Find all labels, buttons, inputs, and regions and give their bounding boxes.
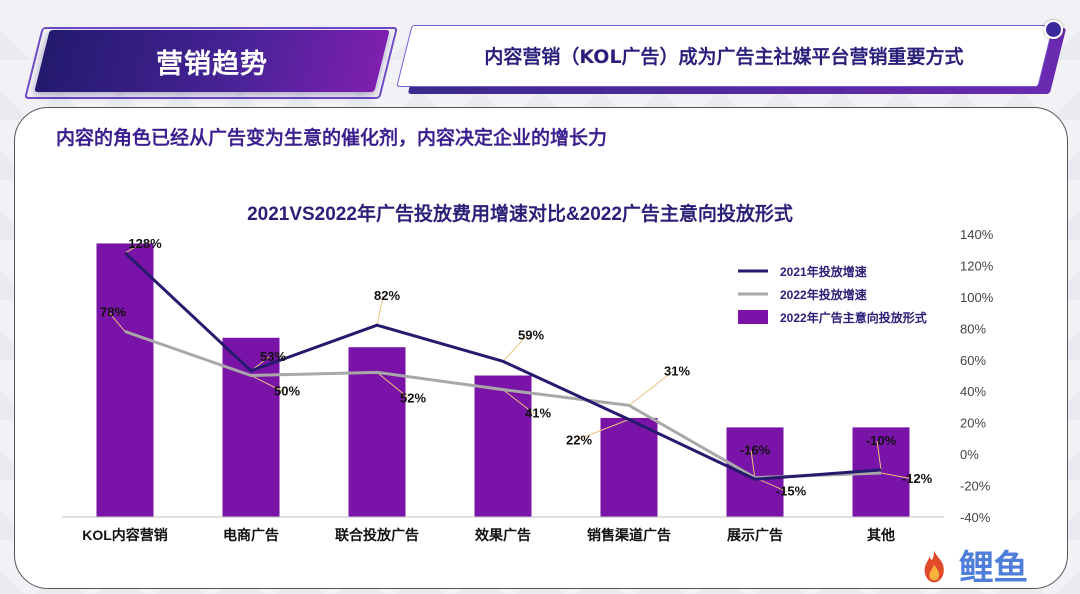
line-2022-data-label: -12% bbox=[902, 471, 933, 486]
line-2022-leader bbox=[880, 472, 914, 480]
line-2021-leader bbox=[124, 243, 142, 254]
section-title: 营销趋势 bbox=[156, 48, 268, 80]
watermark-logo-text: 鲤鱼 bbox=[959, 548, 1028, 588]
x-tick-label: 联合投放广告 bbox=[335, 527, 419, 543]
bar-效果广告 bbox=[474, 375, 532, 517]
x-tick-label: 展示广告 bbox=[727, 527, 783, 543]
line-2021-leader bbox=[750, 450, 756, 480]
line-2022-leader bbox=[628, 370, 674, 406]
line-2022-leader bbox=[502, 389, 535, 415]
line-2022-data-label: 31% bbox=[664, 363, 690, 378]
x-tick-label: 电商广告 bbox=[223, 527, 279, 543]
y-tick-label: 80% bbox=[960, 321, 986, 336]
y-tick-label: -20% bbox=[960, 479, 991, 494]
bar-展示广告 bbox=[726, 427, 784, 517]
line-2021-leader bbox=[502, 335, 528, 362]
corner-dot-icon bbox=[1044, 20, 1063, 39]
line-2021-data-label: 59% bbox=[518, 327, 544, 342]
x-tick-label: 效果广告 bbox=[475, 527, 531, 543]
y-tick-label: -40% bbox=[960, 510, 991, 525]
headline-text: 内容营销（KOL广告）成为广告主社媒平台营销重要方式 bbox=[484, 45, 964, 68]
line-2022-data-label: 52% bbox=[400, 390, 426, 405]
bar-KOL内容营销 bbox=[96, 243, 154, 517]
x-tick-label: 其他 bbox=[867, 527, 895, 543]
y-tick-label: 20% bbox=[960, 416, 986, 431]
line-2021-data-label: -16% bbox=[740, 442, 771, 457]
legend-label: 2022年投放增速 bbox=[780, 287, 867, 302]
line-2021-leader bbox=[876, 440, 882, 470]
svg-text:鲤鱼: 鲤鱼 bbox=[959, 548, 1028, 588]
y-tick-label: 60% bbox=[960, 353, 986, 368]
legend-label: 2022年广告主意向投放形式 bbox=[780, 310, 927, 325]
line-2021-leader bbox=[574, 419, 630, 441]
legend-swatch-bar bbox=[738, 310, 768, 324]
y-tick-label: 40% bbox=[960, 384, 986, 399]
line-2022-leader bbox=[108, 312, 126, 332]
chart-title: 2021VS2022年广告投放费用增速对比&2022广告主意向投放形式 bbox=[247, 202, 793, 225]
line-2022-leader bbox=[376, 371, 410, 399]
line-2021-data-label: -10% bbox=[866, 433, 897, 448]
line-2022-data-label: -15% bbox=[776, 484, 807, 499]
x-tick-label: KOL内容营销 bbox=[82, 527, 168, 543]
page-subtitle: 内容的角色已经从广告变为生意的催化剂，内容决定企业的增长力 bbox=[56, 127, 608, 149]
line-2022-data-label: 41% bbox=[525, 406, 551, 421]
y-tick-label: 100% bbox=[960, 290, 994, 305]
brand-watermark: 鲤鱼 bbox=[915, 542, 1065, 590]
line-2021-leader bbox=[376, 296, 384, 326]
line-2022-data-label: 50% bbox=[274, 384, 300, 399]
line-2021-data-label: 22% bbox=[566, 433, 592, 448]
line-2022-leader bbox=[250, 375, 284, 392]
line-2022-data-label: 78% bbox=[100, 304, 126, 319]
line-2021-data-label: 128% bbox=[128, 236, 162, 251]
y-tick-label: 0% bbox=[960, 447, 979, 462]
fire-icon bbox=[924, 550, 944, 583]
x-tick-label: 销售渠道广告 bbox=[587, 527, 671, 543]
y-tick-label: 140% bbox=[960, 227, 994, 242]
line-2021-data-label: 53% bbox=[260, 349, 286, 364]
bar-销售渠道广告 bbox=[600, 417, 658, 517]
y-tick-label: 120% bbox=[960, 258, 994, 273]
legend-label: 2021年投放增速 bbox=[780, 264, 867, 279]
line-2021-data-label: 82% bbox=[374, 288, 400, 303]
